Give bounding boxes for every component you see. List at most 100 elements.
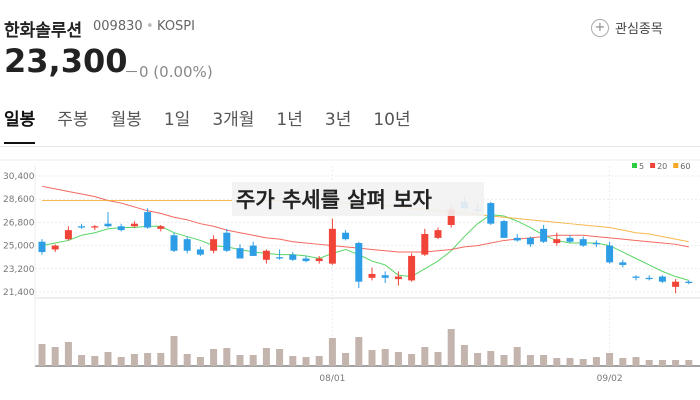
price-change: －0 (0.00%) [124, 63, 213, 81]
candle-body [421, 234, 429, 255]
candle-body [685, 281, 693, 283]
volume-bar [381, 349, 389, 366]
separator-dot: • [146, 19, 154, 34]
volume-bar [104, 352, 112, 366]
candle-body [183, 239, 191, 251]
volume-bar [540, 355, 548, 366]
volume-bar [421, 347, 429, 366]
volume-bar [249, 355, 257, 366]
x-tick-label: 09/02 [597, 374, 623, 384]
stock-name: 한화솔루션 [4, 21, 83, 41]
candle-body [262, 250, 270, 260]
volume-bar [276, 349, 284, 366]
candle-body [672, 281, 680, 287]
volume-bar [355, 337, 363, 366]
candle-body [526, 237, 534, 245]
candle-body [170, 235, 178, 251]
candle-body [289, 254, 297, 260]
volume-bar [579, 359, 587, 366]
volume-bar [315, 356, 323, 366]
candle-body [104, 223, 112, 227]
legend-swatch [673, 163, 679, 168]
candle-body [223, 232, 231, 251]
volume-bar [78, 355, 86, 366]
candle-body [130, 223, 138, 227]
volume-bar [500, 355, 508, 366]
favorite-button[interactable]: + 관심종목 [591, 18, 663, 37]
candle-body [355, 243, 363, 282]
volume-bar [685, 360, 693, 366]
candle-body [579, 239, 587, 246]
volume-bar [592, 357, 600, 366]
candle-body [540, 228, 548, 242]
stock-code: 009830 [93, 19, 143, 34]
volume-bar [183, 354, 191, 366]
candle-body [408, 255, 416, 281]
volume-bar [91, 356, 99, 366]
volume-bar [38, 344, 46, 366]
candle-body [513, 237, 521, 241]
moving-average-line [41, 185, 689, 253]
volume-bar [236, 355, 244, 366]
candle-body [553, 239, 561, 244]
candle-body [315, 258, 323, 262]
candle-body [500, 221, 508, 238]
candle-body [51, 245, 59, 250]
candle-body [117, 226, 125, 231]
volume-bar [526, 355, 534, 366]
plus-icon: + [591, 18, 609, 37]
y-tick-label: 28,600 [3, 195, 35, 205]
candle-body [487, 203, 495, 224]
volume-bar [619, 358, 627, 366]
volume-bar [606, 353, 614, 366]
volume-bar [672, 360, 680, 366]
volume-bar [566, 358, 574, 366]
period-tab[interactable]: 3개월 [212, 110, 255, 130]
volume-bar [368, 350, 376, 366]
y-tick-label: 21,400 [3, 288, 35, 298]
candle-body [645, 277, 653, 280]
legend-label: 60 [680, 162, 690, 171]
volume-bar [447, 329, 455, 366]
candle-body [566, 237, 574, 242]
y-tick-label: 30,400 [3, 172, 35, 182]
candle-body [276, 257, 284, 259]
candle-body [342, 232, 350, 240]
legend-label: 20 [657, 162, 667, 171]
volume-bar [157, 353, 165, 366]
volume-bar [64, 342, 72, 366]
period-tab[interactable]: 1일 [163, 110, 191, 130]
candle-body [236, 248, 244, 259]
volume-bar [117, 357, 125, 366]
period-tab[interactable]: 3년 [324, 110, 352, 130]
volume-bar [632, 357, 640, 366]
candle-body [328, 228, 336, 264]
volume-bar [170, 336, 178, 366]
x-tick-label: 08/01 [319, 374, 345, 384]
candle-body [144, 212, 152, 228]
candle-body [38, 241, 46, 253]
price: 23,300 [4, 42, 128, 80]
candle-body [434, 230, 442, 238]
annotation-box [232, 182, 484, 216]
candle-body [606, 245, 614, 263]
period-tabs: 일봉 주봉 월봉 1일 3개월 1년 3년 10년 [4, 105, 433, 144]
legend-swatch [632, 163, 637, 168]
candle-body [196, 249, 204, 255]
volume-bar [328, 338, 336, 366]
period-tab[interactable]: 월봉 [110, 110, 142, 130]
candle-body [210, 239, 218, 251]
divider [0, 146, 700, 147]
volume-bar [513, 347, 521, 366]
candle-body [157, 226, 165, 229]
volume-bar [210, 349, 218, 366]
period-tab[interactable]: 일봉 [4, 105, 36, 144]
volume-bar [262, 348, 270, 366]
volume-bar [223, 348, 231, 366]
volume-bar [302, 357, 310, 366]
period-tab[interactable]: 10년 [373, 110, 411, 130]
period-tab[interactable]: 1년 [276, 110, 303, 130]
period-tab[interactable]: 주봉 [57, 110, 89, 130]
